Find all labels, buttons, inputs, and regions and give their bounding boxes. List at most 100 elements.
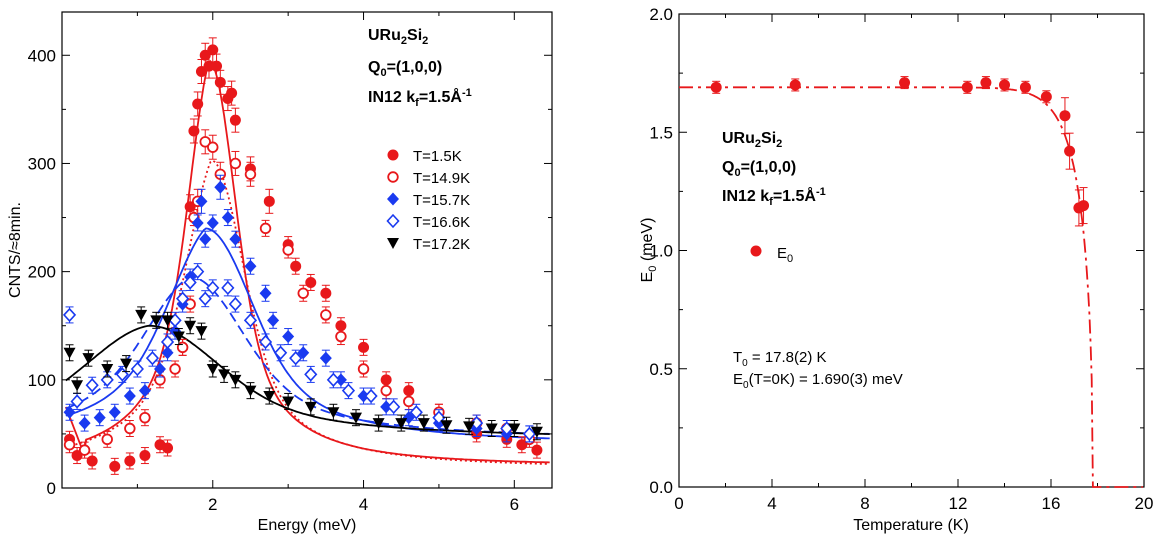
left-data-point [320, 287, 332, 299]
left-data-point [372, 418, 385, 430]
left-data-point [101, 364, 114, 375]
left-data-point [508, 423, 521, 435]
left-legend-marker [387, 192, 399, 206]
left-data-point [93, 411, 106, 425]
left-data-point [244, 385, 257, 397]
left-data-point [244, 259, 257, 273]
left-x-axis-label: Energy (meV) [258, 517, 357, 534]
left-x-tick-label: 6 [510, 495, 519, 514]
right-annotation-e0-sub: 0 [743, 380, 749, 391]
left-data-point [161, 315, 174, 327]
left-data-point [470, 415, 484, 431]
left-annotation-compound-b: Si [407, 27, 422, 44]
left-legend-marker [387, 149, 399, 161]
left-data-point [191, 216, 204, 230]
right-x-tick-label: 20 [1135, 494, 1154, 513]
left-x-tick-label: 4 [359, 495, 368, 514]
right-y-tick-label: 1.5 [649, 123, 673, 142]
left-data-point [440, 420, 453, 432]
right-x-axis-label: Temperature (K) [853, 517, 969, 534]
left-data-point [109, 460, 121, 472]
left-legend-label: T=1.5K [413, 148, 462, 165]
left-data-point [184, 320, 197, 332]
left-annotation-kf-sub: f [415, 97, 419, 109]
left-data-point [229, 114, 241, 126]
left-data-point [195, 326, 208, 338]
left-data-point [282, 244, 294, 256]
left-data-point [263, 391, 276, 403]
left-data-point [203, 60, 215, 72]
left-data-point [403, 395, 415, 408]
left-y-tick-label: 300 [28, 154, 56, 173]
left-data-point [221, 211, 234, 225]
left-data-point [192, 98, 204, 110]
left-data-point [387, 399, 401, 415]
left-annotation-compound-a: URu [368, 27, 401, 44]
right-data-point [1059, 110, 1071, 122]
right-annotation-e0-value: (T=0K) = 1.690(3) meV [749, 371, 903, 388]
left-data-point [350, 412, 362, 424]
svg-text:Q0=(1,0,0): Q0=(1,0,0) [368, 59, 442, 79]
left-data-point [364, 388, 378, 404]
right-y-tick-label: 0.5 [649, 360, 673, 379]
right-annotation-compound-a: URu [722, 130, 755, 147]
right-data-point [961, 81, 973, 93]
right-data-point [1019, 81, 1031, 93]
left-data-point [244, 168, 257, 180]
left-data-point [258, 334, 273, 350]
left-data-point [86, 455, 98, 467]
right-annotation-t0-sub: 0 [742, 358, 748, 369]
left-data-point [531, 444, 543, 456]
right-annotation-compound-b-sub: 2 [776, 138, 782, 150]
right-data-point [710, 81, 722, 93]
left-data-point [463, 421, 476, 433]
left-data-point [206, 216, 219, 230]
left-data-point [335, 330, 347, 343]
left-data-point [206, 364, 219, 375]
right-legend: E0 [750, 245, 793, 265]
left-data-point [85, 378, 99, 393]
left-data-point [259, 222, 272, 235]
left-y-axis-label: CNTS/≈8min. [7, 202, 24, 298]
left-data-point [228, 296, 242, 312]
left-data-point [199, 232, 212, 246]
left-data-point [63, 439, 76, 451]
left-data-point [188, 125, 200, 137]
left-data-point [198, 291, 212, 306]
right-annotation-q-value: =(1,0,0) [741, 159, 797, 176]
left-plot-frame [61, 11, 553, 489]
left-data-point [282, 396, 295, 408]
left-data-point [139, 411, 151, 424]
right-annotation-e0: E [733, 371, 743, 388]
left-data-point [417, 418, 430, 430]
left-data-point [297, 287, 309, 299]
left-data-point [380, 400, 393, 414]
left-data-point [334, 373, 347, 387]
right-annotation-kf-sub: f [769, 196, 773, 208]
left-x-tick-label: 2 [208, 495, 217, 514]
left-data-point [172, 331, 185, 343]
left-data-point [304, 401, 317, 413]
left-data-point [176, 291, 190, 306]
left-data-point [229, 232, 242, 246]
right-x-tick-label: 12 [949, 494, 968, 513]
right-y-tick-label: 1.0 [649, 242, 673, 261]
svg-text:IN12 kf=1.5Å-1: IN12 kf=1.5Å-1 [368, 87, 472, 109]
left-annotation-q-sub: 0 [380, 67, 386, 79]
left-fit-curve-t-16-6k [65, 276, 550, 435]
left-data-point [138, 384, 151, 398]
left-data-point [259, 286, 272, 300]
left-data-point [124, 422, 136, 435]
right-legend-marker [750, 245, 762, 257]
left-annotation-q-value: =(1,0,0) [387, 59, 443, 76]
left-data-point [218, 369, 231, 381]
left-data-point [199, 136, 211, 148]
left-data-point [169, 363, 181, 375]
left-data-point [82, 353, 95, 365]
left-annotation-compound-a-sub: 2 [401, 35, 407, 47]
left-data-point [62, 307, 77, 323]
left-data-point [395, 418, 408, 430]
left-data-point [101, 433, 113, 446]
left-annotation-compound-b-sub: 2 [422, 35, 428, 47]
left-annotation-q: Q [368, 59, 380, 76]
